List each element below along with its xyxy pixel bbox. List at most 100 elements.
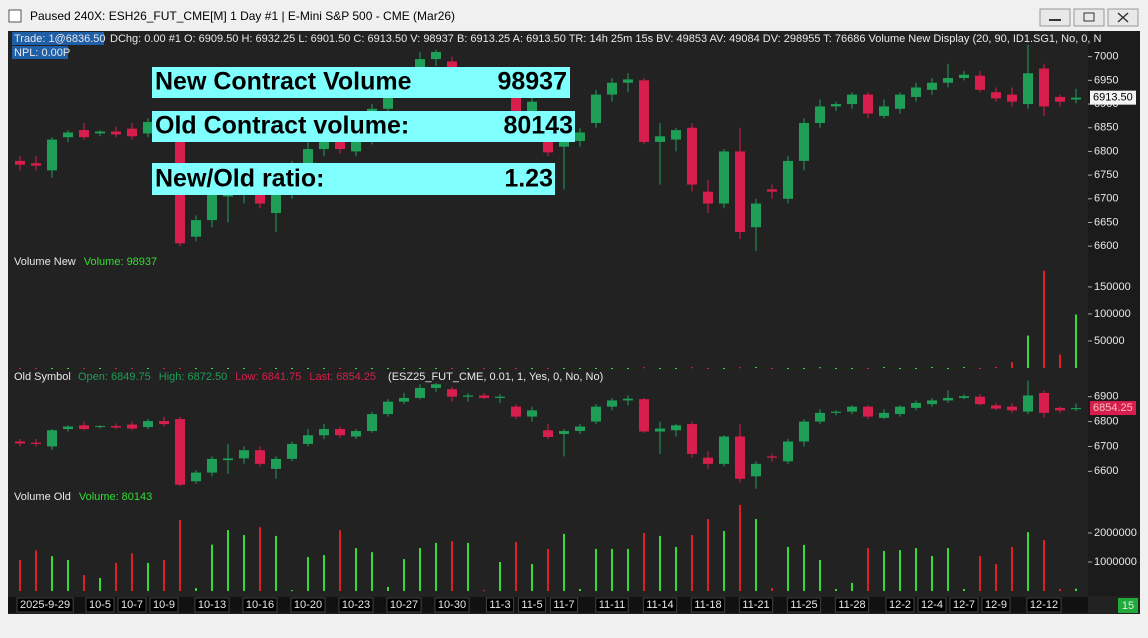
y-tick-label: 6750 xyxy=(1094,169,1118,181)
volume-bar xyxy=(595,548,597,591)
volume-bar xyxy=(467,542,469,591)
volume-bar xyxy=(659,535,661,591)
candle-body xyxy=(975,396,985,405)
candle-body xyxy=(1071,97,1081,100)
candle-body xyxy=(591,406,601,422)
volume-bar xyxy=(819,559,821,591)
candle-body xyxy=(927,400,937,405)
x-tick-box xyxy=(434,597,470,613)
npl-text: NPL: 0.00P xyxy=(14,47,70,59)
x-tick-label: 10-9 xyxy=(153,599,175,611)
y-tick-label: 6600 xyxy=(1094,240,1118,252)
volume-bar xyxy=(403,368,405,369)
y-tick-label: 1000000 xyxy=(1094,556,1137,568)
npl-box xyxy=(12,46,68,59)
candle-body xyxy=(111,426,121,428)
restore-button[interactable] xyxy=(1073,8,1105,27)
volume-bar xyxy=(947,548,949,591)
x-tick-box xyxy=(834,597,870,613)
volume-bar xyxy=(371,368,373,369)
last-price-label: 6854.25 xyxy=(1093,402,1133,414)
trade-text: Trade: 1@6836.50 xyxy=(14,33,106,45)
volume-bar xyxy=(1043,539,1045,591)
volume-bar xyxy=(259,368,261,369)
overlay-label: New/Old ratio: xyxy=(155,165,324,193)
candle-body xyxy=(959,396,969,398)
candle-body xyxy=(31,163,41,166)
candle-body xyxy=(655,428,665,432)
x-tick-label: 10-27 xyxy=(390,599,418,611)
y-tick-label: 6800 xyxy=(1094,145,1118,157)
candle-body xyxy=(239,450,249,459)
candle-body xyxy=(607,82,617,95)
volume-bar xyxy=(739,367,741,369)
volume-bar xyxy=(915,548,917,591)
volume-bar xyxy=(355,368,357,369)
candle-body xyxy=(671,425,681,431)
x-tick-box xyxy=(16,597,74,613)
volume-bar xyxy=(659,368,661,369)
candle-body xyxy=(847,406,857,412)
x-tick-box xyxy=(1026,597,1062,613)
x-tick-box xyxy=(517,597,547,613)
restore-icon xyxy=(1083,12,1095,22)
volume-bar xyxy=(627,548,629,591)
minimize-button[interactable] xyxy=(1039,8,1071,27)
candle-body xyxy=(15,441,25,444)
candle-body xyxy=(319,137,329,150)
candle-body xyxy=(191,472,201,482)
candle-body xyxy=(591,94,601,123)
volume-bar xyxy=(515,541,517,591)
candle-body xyxy=(831,411,841,413)
x-tick-label: 12-4 xyxy=(921,599,943,611)
x-tick-label: 11-7 xyxy=(553,599,574,611)
candle-body xyxy=(783,441,793,462)
volume-bar xyxy=(547,548,549,591)
candle-body xyxy=(127,128,137,137)
volume-bar xyxy=(1011,546,1013,591)
volume-bar xyxy=(691,535,693,591)
candle-body xyxy=(431,51,441,60)
window-icon xyxy=(8,9,22,23)
x-tick-label: 10-30 xyxy=(438,599,466,611)
y-tick-label: 6850 xyxy=(1094,122,1118,134)
volume-bar xyxy=(1059,354,1061,368)
candle-body xyxy=(351,141,361,152)
volume-bar xyxy=(67,368,69,369)
x-tick-box xyxy=(549,597,579,613)
panel-value: Volume: 80143 xyxy=(79,491,152,503)
volume-bar xyxy=(739,504,741,591)
candle-body xyxy=(703,457,713,464)
y-tick-label: 6700 xyxy=(1094,193,1118,205)
candle-body xyxy=(927,82,937,90)
volume-bar xyxy=(995,366,997,368)
volume-bar xyxy=(563,533,565,591)
x-tick-box xyxy=(194,597,230,613)
candle-body xyxy=(367,414,377,432)
volume-bar xyxy=(867,548,869,591)
volume-bar xyxy=(339,368,341,369)
candle-body xyxy=(719,151,729,204)
legend-item: Open: 6849.75 xyxy=(78,371,151,383)
x-tick-label: 11-5 xyxy=(521,599,542,611)
candle-body xyxy=(623,79,633,83)
x-tick-label: 12-2 xyxy=(889,599,911,611)
candle-body xyxy=(335,137,345,150)
candle-body xyxy=(687,127,697,185)
info-text: DChg: 0.00 #1 O: 6909.50 H: 6932.25 L: 6… xyxy=(110,33,1102,45)
volume-bar xyxy=(515,368,517,369)
candle-body xyxy=(559,431,569,435)
volume-bar xyxy=(1075,588,1077,591)
candle-body xyxy=(175,419,185,485)
candle-body xyxy=(911,402,921,408)
x-tick-box xyxy=(738,597,774,613)
volume-bar xyxy=(899,368,901,369)
volume-bar xyxy=(291,368,293,369)
x-tick-box xyxy=(242,597,278,613)
volume-bar xyxy=(531,564,533,591)
volume-bar xyxy=(867,368,869,369)
candle-body xyxy=(1007,406,1017,411)
x-tick-label: 12-7 xyxy=(953,599,975,611)
volume-bar xyxy=(339,530,341,591)
last-price-box xyxy=(1090,90,1136,105)
